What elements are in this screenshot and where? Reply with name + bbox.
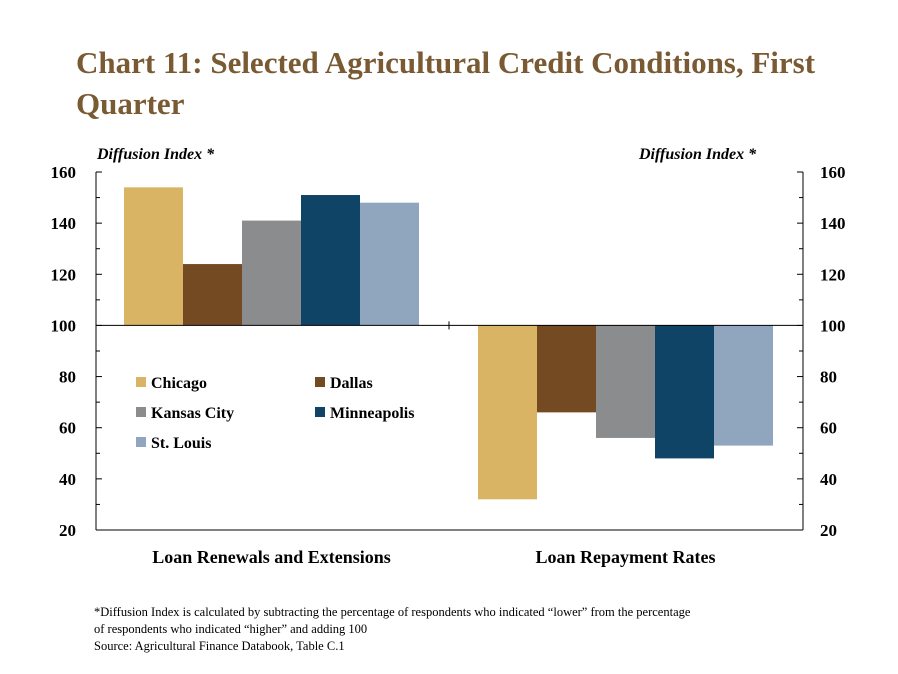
bar-minneapolis [301,195,360,326]
y-tick-label-left: 20 [59,521,76,540]
legend-label: Kansas City [151,405,234,422]
legend-label: Minneapolis [330,405,414,422]
bar-kansas-city [596,325,655,438]
bar-st-louis [360,202,419,326]
y-tick-label-left: 60 [59,419,76,438]
y-tick-label-right: 40 [820,470,837,489]
y-tick-label-right: 60 [820,419,837,438]
chart-title: Chart 11: Selected Agricultural Credit C… [76,45,816,121]
legend-swatch [136,377,146,387]
bar-chicago [478,325,537,500]
y-axis-label-right: Diffusion Index * [639,146,757,163]
legend-label: Chicago [151,375,207,392]
y-axis-label-left: Diffusion Index * [97,146,215,163]
y-tick-label-right: 80 [820,368,837,387]
y-tick-label-left: 160 [51,163,77,182]
bar-st-louis [714,325,773,446]
footnote: *Diffusion Index is calculated by subtra… [94,604,854,655]
legend-swatch [315,377,325,387]
y-tick-label-right: 160 [820,163,846,182]
footnote-line: of respondents who indicated “higher” an… [94,622,368,636]
footnote-line: *Diffusion Index is calculated by subtra… [94,605,691,619]
y-tick-label-right: 100 [820,316,846,335]
legend-label: St. Louis [151,435,211,452]
y-tick-label-left: 140 [51,214,77,233]
y-tick-label-right: 140 [820,214,846,233]
bar-chicago [124,187,183,326]
legend-swatch [136,437,146,447]
y-tick-label-left: 80 [59,368,76,387]
legend-swatch [315,407,325,417]
bar-chart: Loan Renewals and Extensions Loan Repayme… [51,163,846,567]
bar-minneapolis [655,325,714,459]
y-tick-label-left: 100 [51,316,77,335]
x-tick-label: Loan Renewals and Extensions [152,547,391,567]
bar-dallas [183,264,242,326]
legend-swatch [136,407,146,417]
legend-label: Dallas [330,375,373,392]
y-tick-label-right: 120 [820,265,846,284]
y-tick-label-left: 120 [51,265,77,284]
bar-dallas [537,325,596,413]
source-note: Source: Agricultural Finance Databook, T… [94,639,345,653]
y-tick-label-right: 20 [820,521,837,540]
bar-kansas-city [242,220,301,326]
x-tick-label: Loan Repayment Rates [536,547,716,567]
y-tick-label-left: 40 [59,470,76,489]
